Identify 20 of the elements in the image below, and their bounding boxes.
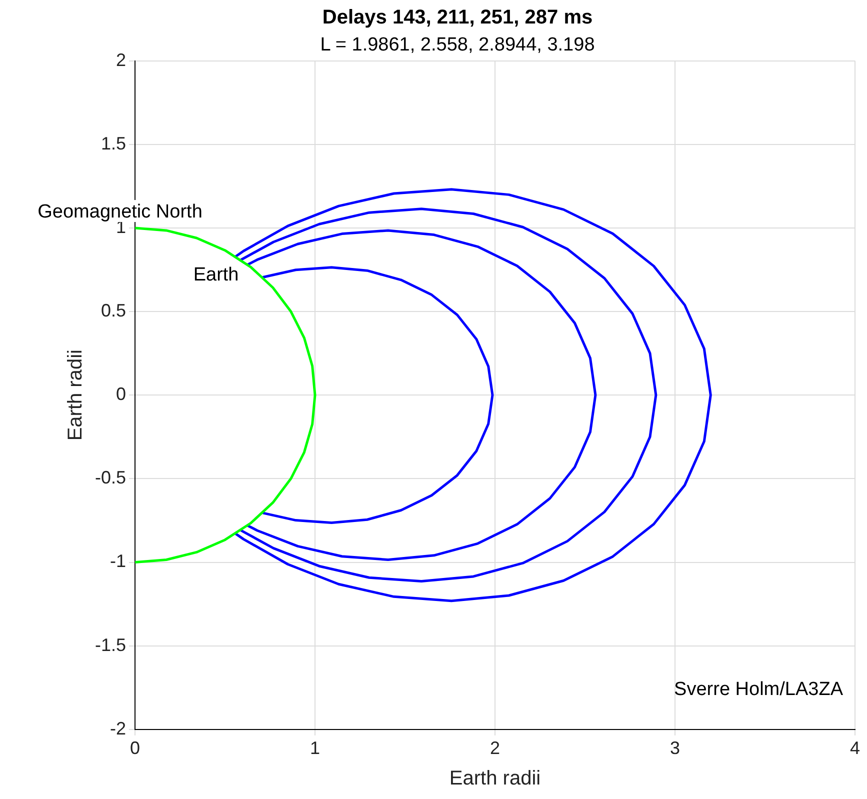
y-tick-label: 0.5 [100,300,126,320]
x-tick-label: 2 [490,738,500,758]
x-tick-label: 4 [850,738,860,758]
chart-title: Delays 143, 211, 251, 287 ms [322,6,593,29]
x-tick-label: 3 [670,738,680,758]
y-axis-title: Earth radii [64,350,87,441]
chart-subtitle: L = 1.9861, 2.558, 2.8944, 3.198 [320,34,595,56]
y-tick-label: -1 [110,551,126,572]
y-tick-label: -2 [110,718,126,738]
annotation: Earth [193,264,239,286]
x-axis-title: Earth radii [449,768,541,790]
y-tick-label: -1.5 [94,634,126,655]
annotation: Geomagnetic North [38,202,202,223]
y-tick-label: -0.5 [94,468,126,488]
x-tick-label: 0 [130,738,140,758]
y-tick-label: 1.5 [100,133,126,154]
annotation: Sverre Holm/LA3ZA [674,679,844,700]
x-tick-label: 1 [310,738,320,758]
y-tick-label: 2 [116,50,126,70]
y-tick-label: 0 [116,384,126,404]
